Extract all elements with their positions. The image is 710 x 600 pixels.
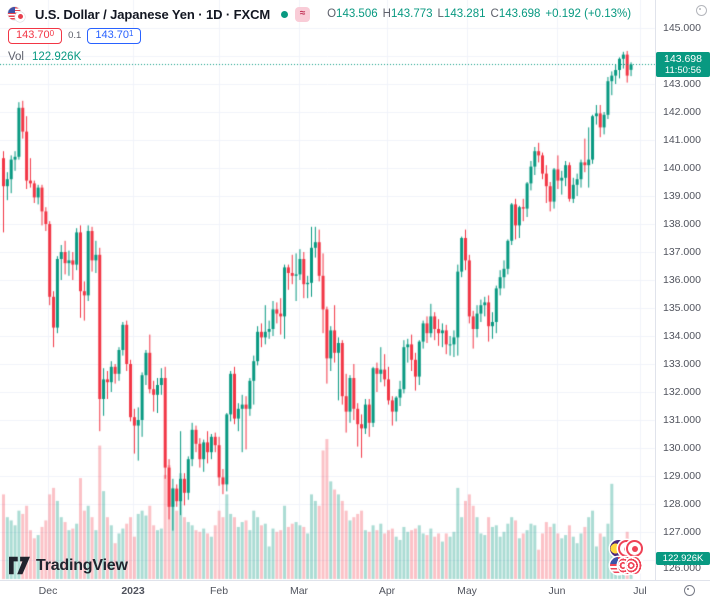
spread-value: 0.1 [68, 30, 82, 41]
buy-price-sup: 1 [128, 28, 134, 38]
volume-indicator-label[interactable]: Vol [8, 51, 24, 63]
time-axis[interactable]: Dec 2023 Feb Mar Apr May Jun Jul [0, 580, 710, 600]
price-scale-settings-gear-icon[interactable] [694, 4, 708, 16]
currency-pair-flags-icon [8, 6, 28, 22]
price-tick-label: 129.000 [663, 470, 701, 482]
time-tick-label: May [457, 585, 477, 597]
high-value: 143.773 [390, 8, 433, 20]
related-symbols-bubbles[interactable] [610, 540, 643, 575]
open-value: 143.506 [336, 8, 378, 20]
low-label: L [437, 8, 444, 20]
time-tick-label: Mar [289, 585, 309, 597]
tradingview-logo[interactable]: TradingView [9, 556, 128, 575]
time-tick-label: Apr [378, 585, 396, 597]
price-tick-label: 135.000 [663, 302, 701, 314]
ohlc-readout: O143.506 H143.773 L143.281 C143.698 +0.1… [327, 8, 631, 20]
sell-price: 143.70 [16, 28, 50, 41]
price-tick-label: 142.000 [663, 106, 701, 118]
price-tick-label: 143.000 [663, 78, 701, 90]
time-tick-label: Dec [38, 585, 58, 597]
last-price-value: 143.698 [664, 53, 702, 65]
bar-close-countdown: 11:50:56 [664, 65, 702, 76]
price-tick-label: 136.000 [663, 274, 701, 286]
price-tick-label: 141.000 [663, 134, 701, 146]
low-value: 143.281 [443, 8, 486, 20]
price-tick-label: 139.000 [663, 190, 701, 202]
timezone-settings-gear-icon[interactable] [681, 583, 697, 597]
price-tick-label: 145.000 [663, 22, 701, 34]
japan-flag-icon [15, 11, 25, 22]
sell-button[interactable]: 143.70 0 [8, 27, 63, 44]
sell-price-sup: 0 [49, 28, 55, 38]
price-tick-label: 132.000 [663, 386, 701, 398]
close-label: C [490, 8, 499, 20]
price-tick-label: 127.000 [663, 526, 701, 538]
price-tick-label: 133.000 [663, 358, 701, 370]
buy-button[interactable]: 143.70 1 [87, 27, 142, 44]
striped-flag-bubble-icon [626, 557, 643, 574]
change-value: +0.192 (+0.13%) [545, 8, 632, 20]
close-value: 143.698 [498, 8, 541, 20]
open-label: O [327, 8, 337, 20]
time-tick-label: Jul [633, 585, 647, 597]
price-tick-label: 131.000 [663, 414, 701, 426]
tradingview-logo-mark [9, 556, 30, 575]
notification-icon[interactable]: ≈ [295, 6, 311, 22]
chart-legend: U.S. Dollar / Japanese Yen · 1D · FXCM ≈… [8, 5, 631, 64]
price-tick-label: 137.000 [663, 246, 701, 258]
last-price-label: 143.698 11:50:56 [656, 52, 710, 77]
japan-flag-bubble-icon [626, 540, 643, 557]
price-axis[interactable]: 145.000144.000143.000142.000141.000140.0… [655, 0, 710, 580]
high-label: H [382, 8, 391, 20]
price-tick-label: 128.000 [663, 498, 701, 510]
price-tick-label: 140.000 [663, 162, 701, 174]
price-tick-label: 130.000 [663, 442, 701, 454]
time-tick-label: 2023 [121, 585, 145, 597]
volume-indicator-value: 122.926K [32, 51, 82, 63]
price-tick-label: 138.000 [663, 218, 701, 230]
price-tick-label: 126.000 [663, 562, 701, 574]
time-tick-label: Jun [548, 585, 566, 597]
buy-price: 143.70 [95, 28, 129, 41]
tradingview-logo-text: TradingView [36, 556, 128, 574]
market-open-dot-icon [281, 10, 289, 18]
symbol-title[interactable]: U.S. Dollar / Japanese Yen · 1D · FXCM [35, 6, 271, 22]
price-tick-label: 134.000 [663, 330, 701, 342]
volume-axis-label: 122.926K [656, 552, 710, 565]
time-tick-label: Feb [209, 585, 229, 597]
